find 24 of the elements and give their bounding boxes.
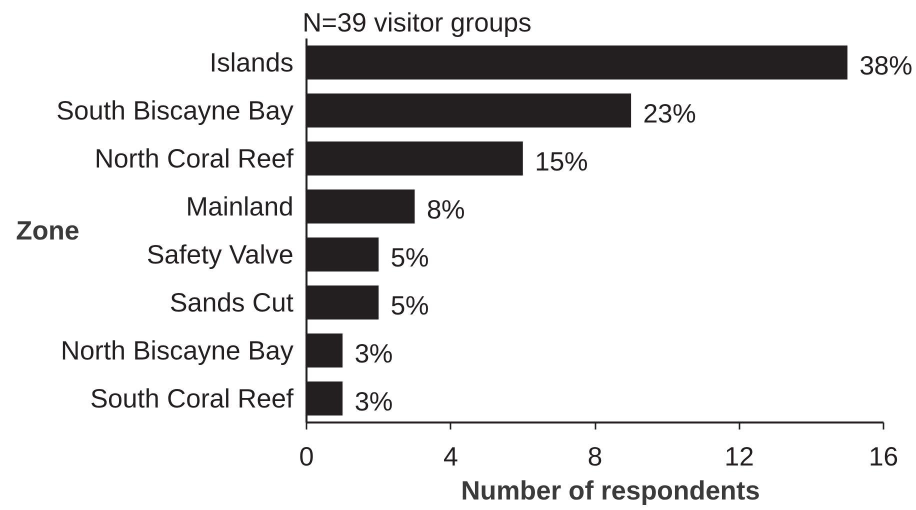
x-tick-label: 8 (588, 442, 602, 472)
x-tick-label: 16 (868, 442, 898, 472)
annotation: 15% (534, 146, 588, 176)
annotation: 3% (354, 386, 393, 416)
y-tick-label: Safety Valve (146, 240, 294, 270)
y-tick-label: Islands (210, 48, 294, 78)
y-tick-label: Mainland (186, 192, 294, 222)
annotation: 23% (643, 98, 696, 128)
y-tick-label: North Coral Reef (94, 144, 294, 174)
y-tick-label: South Coral Reef (90, 384, 294, 414)
chart-title: N=39 visitor groups (302, 8, 532, 38)
annotation: 5% (390, 242, 429, 272)
annotation: 5% (390, 290, 429, 320)
annotation: 3% (354, 338, 393, 368)
y-tick-label: South Biscayne Bay (56, 96, 294, 126)
x-tick-label: 4 (443, 442, 458, 472)
y-axis-title: Zone (16, 216, 80, 246)
x-axis-title: Number of respondents (461, 476, 760, 506)
y-tick-label: Sands Cut (170, 288, 294, 318)
x-tick-label: 0 (299, 442, 314, 472)
annotation: 8% (426, 194, 465, 224)
annotation: 38% (859, 50, 912, 80)
x-tick-label: 12 (724, 442, 754, 472)
y-tick-label: North Biscayne Bay (60, 336, 294, 366)
